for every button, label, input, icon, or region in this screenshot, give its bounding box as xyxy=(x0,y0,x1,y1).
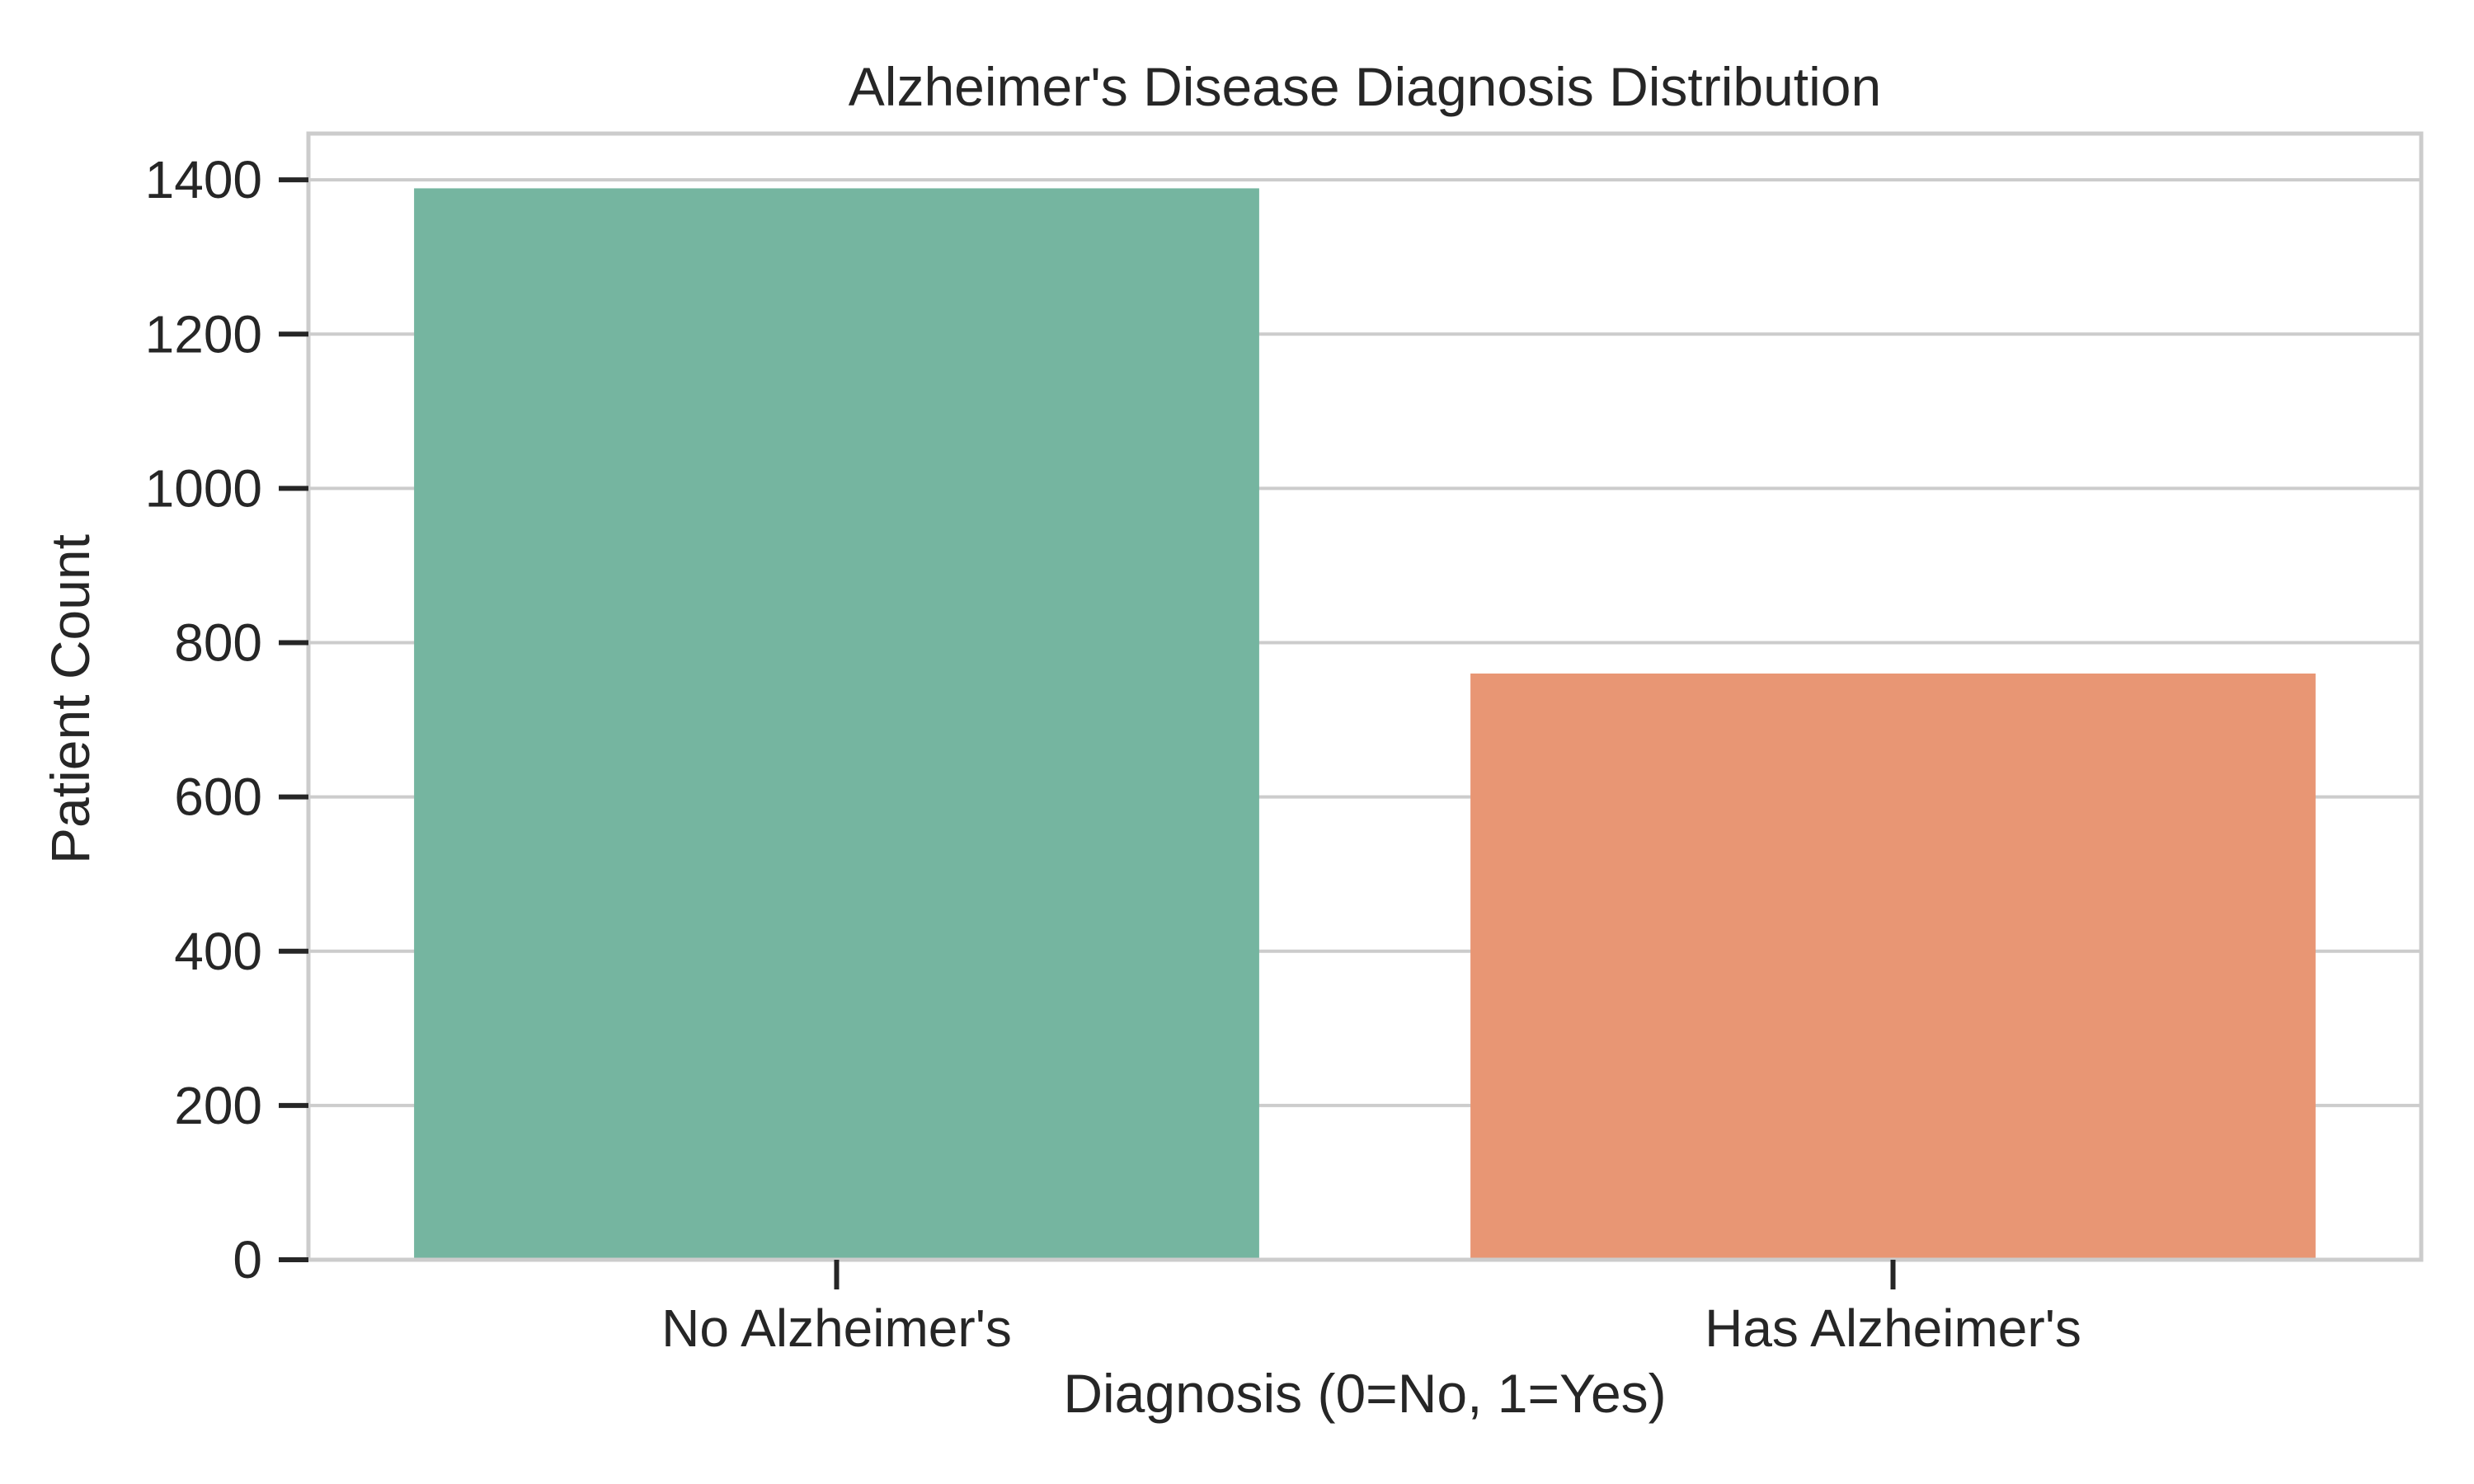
x-tick-label: Has Alzheimer's xyxy=(1705,1298,2081,1358)
tick-labels: 0 200 400 600 800 1000 1200 1400 No Alzheimer's H… xyxy=(145,150,2081,1358)
y-tick-label: 200 xyxy=(174,1076,262,1135)
y-tick-label: 1200 xyxy=(145,304,262,364)
y-tick-label: 600 xyxy=(174,768,262,827)
y-tick-label: 1000 xyxy=(145,458,262,518)
x-axis-label: Diagnosis (0=No, 1=Yes) xyxy=(1063,1363,1666,1424)
y-tick-label: 0 xyxy=(233,1230,262,1289)
y-tick-label: 800 xyxy=(174,613,262,673)
y-axis-label: Patient Count xyxy=(40,534,101,864)
x-tick-label: No Alzheimer's xyxy=(661,1298,1012,1358)
bar xyxy=(1470,673,2316,1260)
bars xyxy=(414,188,2316,1261)
y-tick-label: 1400 xyxy=(145,150,262,209)
plot-frame xyxy=(306,131,2424,1262)
axis-ticks xyxy=(279,177,1896,1289)
chart-title: Alzheimer's Disease Diagnosis Distributi… xyxy=(849,56,1881,117)
y-tick-label: 400 xyxy=(174,922,262,981)
bar xyxy=(414,188,1259,1261)
